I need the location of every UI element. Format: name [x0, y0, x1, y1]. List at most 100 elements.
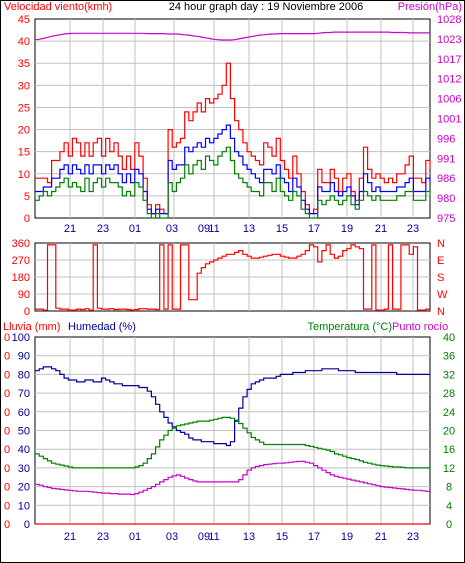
hour-tick-label: 17 — [308, 531, 320, 543]
dewpoint-axis-label: Punto rocío — [392, 321, 448, 333]
humidity-tick-label: 70 — [18, 388, 30, 400]
hour-tick-label: 23 — [407, 223, 419, 235]
rain-tick-label: 0 — [4, 388, 10, 400]
wind-speed-tick-label: 5 — [24, 191, 30, 203]
pressure-tick-label: 1001 — [437, 114, 461, 126]
humidity-tick-label: 0 — [24, 519, 30, 531]
humidity-tick-label: 30 — [18, 463, 30, 475]
hour-tick-label: 15 — [276, 223, 288, 235]
direction-degree-tick-label: 90 — [18, 289, 30, 301]
rain-tick-label: 0 — [4, 482, 10, 494]
rain-axis-label: Lluvia (mm) — [3, 321, 60, 333]
pressure-tick-label: 996 — [437, 133, 455, 145]
compass-tick-label: W — [437, 289, 448, 301]
hour-tick-label: 11 — [208, 223, 219, 235]
temperature-tick-label: 16 — [443, 444, 455, 456]
humidity-tick-label: 90 — [18, 351, 30, 363]
humidity-line — [35, 366, 430, 447]
humidity-tick-label: 10 — [18, 500, 30, 512]
wind-speed-tick-label: 45 — [18, 14, 30, 26]
humidity-tick-label: 80 — [18, 369, 30, 381]
hour-tick-label: 19 — [341, 223, 353, 235]
temperature-tick-label: 12 — [443, 463, 455, 475]
compass-tick-label: S — [437, 272, 444, 284]
wind-speed-tick-label: 0 — [24, 213, 30, 225]
pressure-tick-label: 1012 — [437, 74, 461, 86]
direction-degree-tick-label: 270 — [12, 255, 30, 267]
dewpoint-line — [35, 460, 430, 496]
pressure-tick-label: 1023 — [437, 34, 461, 46]
pressure-line — [34, 31, 430, 41]
direction-degree-tick-label: 0 — [24, 306, 30, 318]
humidity-tick-label: 40 — [18, 444, 30, 456]
wind-speed-tick-label: 40 — [18, 36, 30, 48]
direction-degree-tick-label: 360 — [12, 238, 30, 250]
hour-tick-label: 21 — [64, 531, 76, 543]
rain-tick-label: 0 — [4, 500, 10, 512]
hour-tick-label: 23 — [97, 531, 109, 543]
hour-tick-label: 21 — [375, 223, 387, 235]
wind-speed-tick-label: 15 — [18, 147, 30, 159]
pressure-tick-label: 1017 — [437, 54, 461, 66]
pressure-axis-label: Presión(hPa) — [398, 1, 462, 13]
hour-tick-label: 15 — [276, 531, 288, 543]
hour-tick-label: 13 — [243, 531, 255, 543]
pressure-tick-label: 1006 — [437, 94, 461, 106]
rain-tick-label: 0 — [4, 444, 10, 456]
temperature-line — [35, 416, 430, 469]
wind-speed-tick-label: 20 — [18, 125, 30, 137]
rain-tick-label: 0 — [4, 351, 10, 363]
hour-tick-label: 21 — [64, 223, 76, 235]
compass-tick-label: N — [437, 238, 445, 250]
hour-tick-label: 11 — [208, 531, 219, 543]
temperature-tick-label: 8 — [446, 482, 452, 494]
wind-speed-tick-label: 10 — [18, 169, 30, 181]
pressure-tick-label: 986 — [437, 173, 455, 185]
hour-tick-label: 21 — [375, 531, 387, 543]
humidity-axis-label: Humedad (%) — [68, 321, 136, 333]
rain-tick-label: 0 — [4, 519, 10, 531]
temperature-tick-label: 24 — [443, 407, 455, 419]
humidity-tick-label: 20 — [18, 482, 30, 494]
pressure-tick-label: 975 — [437, 213, 455, 225]
temperature-tick-label: 28 — [443, 388, 455, 400]
compass-tick-label: E — [437, 255, 444, 267]
hour-tick-label: 09 — [198, 531, 210, 543]
hour-tick-label: 17 — [308, 223, 320, 235]
pressure-tick-label: 980 — [437, 193, 455, 205]
hour-tick-label: 03 — [166, 531, 178, 543]
direction-degree-tick-label: 180 — [12, 272, 30, 284]
pressure-tick-label: 991 — [437, 153, 455, 165]
temperature-tick-label: 32 — [443, 369, 455, 381]
pressure-tick-label: 1028 — [437, 14, 461, 26]
hour-tick-label: 01 — [129, 531, 141, 543]
rain-tick-label: 0 — [4, 407, 10, 419]
wind-speed-tick-label: 30 — [18, 80, 30, 92]
temperature-tick-label: 36 — [443, 351, 455, 363]
panel-1-frame — [34, 18, 431, 219]
temperature-tick-label: 40 — [443, 332, 455, 344]
wind-speed-tick-label: 35 — [18, 58, 30, 70]
hour-tick-label: 09 — [198, 223, 210, 235]
rain-tick-label: 0 — [4, 426, 10, 438]
wind-line — [35, 146, 431, 219]
hour-tick-label: 23 — [97, 223, 109, 235]
temperature-tick-label: 4 — [446, 500, 452, 512]
hour-tick-label: 03 — [166, 223, 178, 235]
chart-title: 24 hour graph day : 19 Noviembre 2006 — [169, 1, 363, 13]
wind-direction-line — [35, 244, 430, 311]
hour-tick-label: 19 — [341, 531, 353, 543]
compass-tick-label: N — [437, 306, 445, 318]
temperature-axis-label: Temperatura (°C) — [308, 321, 392, 333]
rain-tick-label: 0 — [4, 463, 10, 475]
temperature-tick-label: 0 — [446, 519, 452, 531]
hour-tick-label: 13 — [243, 223, 255, 235]
hour-tick-label: 23 — [407, 531, 419, 543]
rain-tick-label: 0 — [4, 332, 10, 344]
temperature-tick-label: 20 — [443, 426, 455, 438]
wind-speed-tick-label: 25 — [18, 102, 30, 114]
humidity-tick-label: 100 — [12, 332, 30, 344]
wind_avg-line — [35, 124, 431, 215]
